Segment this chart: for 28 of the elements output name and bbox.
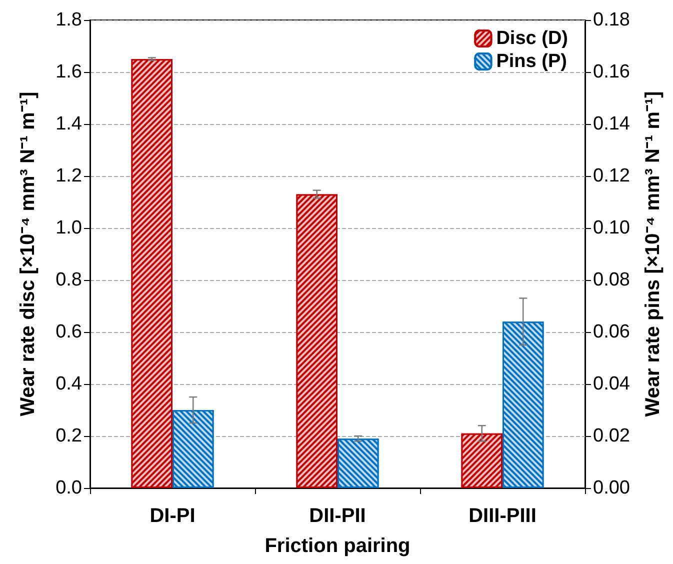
y-tick-label: 0.4 [56, 374, 82, 394]
y-tick-label: 1.6 [56, 62, 82, 82]
x-tick-label: DIII-PIII [468, 505, 536, 527]
y-tick-label: 1.8 [56, 10, 82, 30]
x-tick-label: DII-PII [309, 505, 366, 527]
y2-tick-label: 0.00 [593, 478, 630, 498]
y-tick-label: 1.2 [56, 166, 82, 186]
y-tick-label: 0.8 [56, 270, 82, 290]
y2-tick-label: 0.18 [593, 10, 630, 30]
y-axis-title: Wear rate disc [×10⁻⁴ mm³ N⁻¹ m⁻¹] [17, 92, 39, 416]
y-tick-label: 0.2 [56, 426, 82, 446]
x-tick-label: DI-PI [150, 505, 196, 527]
legend-label: Disc (D) [496, 28, 568, 49]
y2-tick-label: 0.04 [593, 374, 630, 394]
legend-label: Pins (P) [496, 51, 567, 72]
y2-axis-title: Wear rate pins [×10⁻⁴ mm³ N⁻¹ m⁻¹] [642, 91, 664, 417]
y2-tick-label: 0.08 [593, 270, 630, 290]
y2-tick-label: 0.16 [593, 62, 630, 82]
y2-tick-label: 0.02 [593, 426, 630, 446]
y2-tick-label: 0.14 [593, 114, 630, 134]
y-tick-label: 1.0 [56, 218, 82, 238]
y-tick-label: 0.0 [56, 478, 82, 498]
y2-tick-label: 0.10 [593, 218, 630, 238]
y-tick-label: 1.4 [56, 114, 82, 134]
y-tick-label: 0.6 [56, 322, 82, 342]
y2-tick-label: 0.12 [593, 166, 630, 186]
y2-tick-label: 0.06 [593, 322, 630, 342]
x-axis-title: Friction pairing [264, 535, 410, 557]
